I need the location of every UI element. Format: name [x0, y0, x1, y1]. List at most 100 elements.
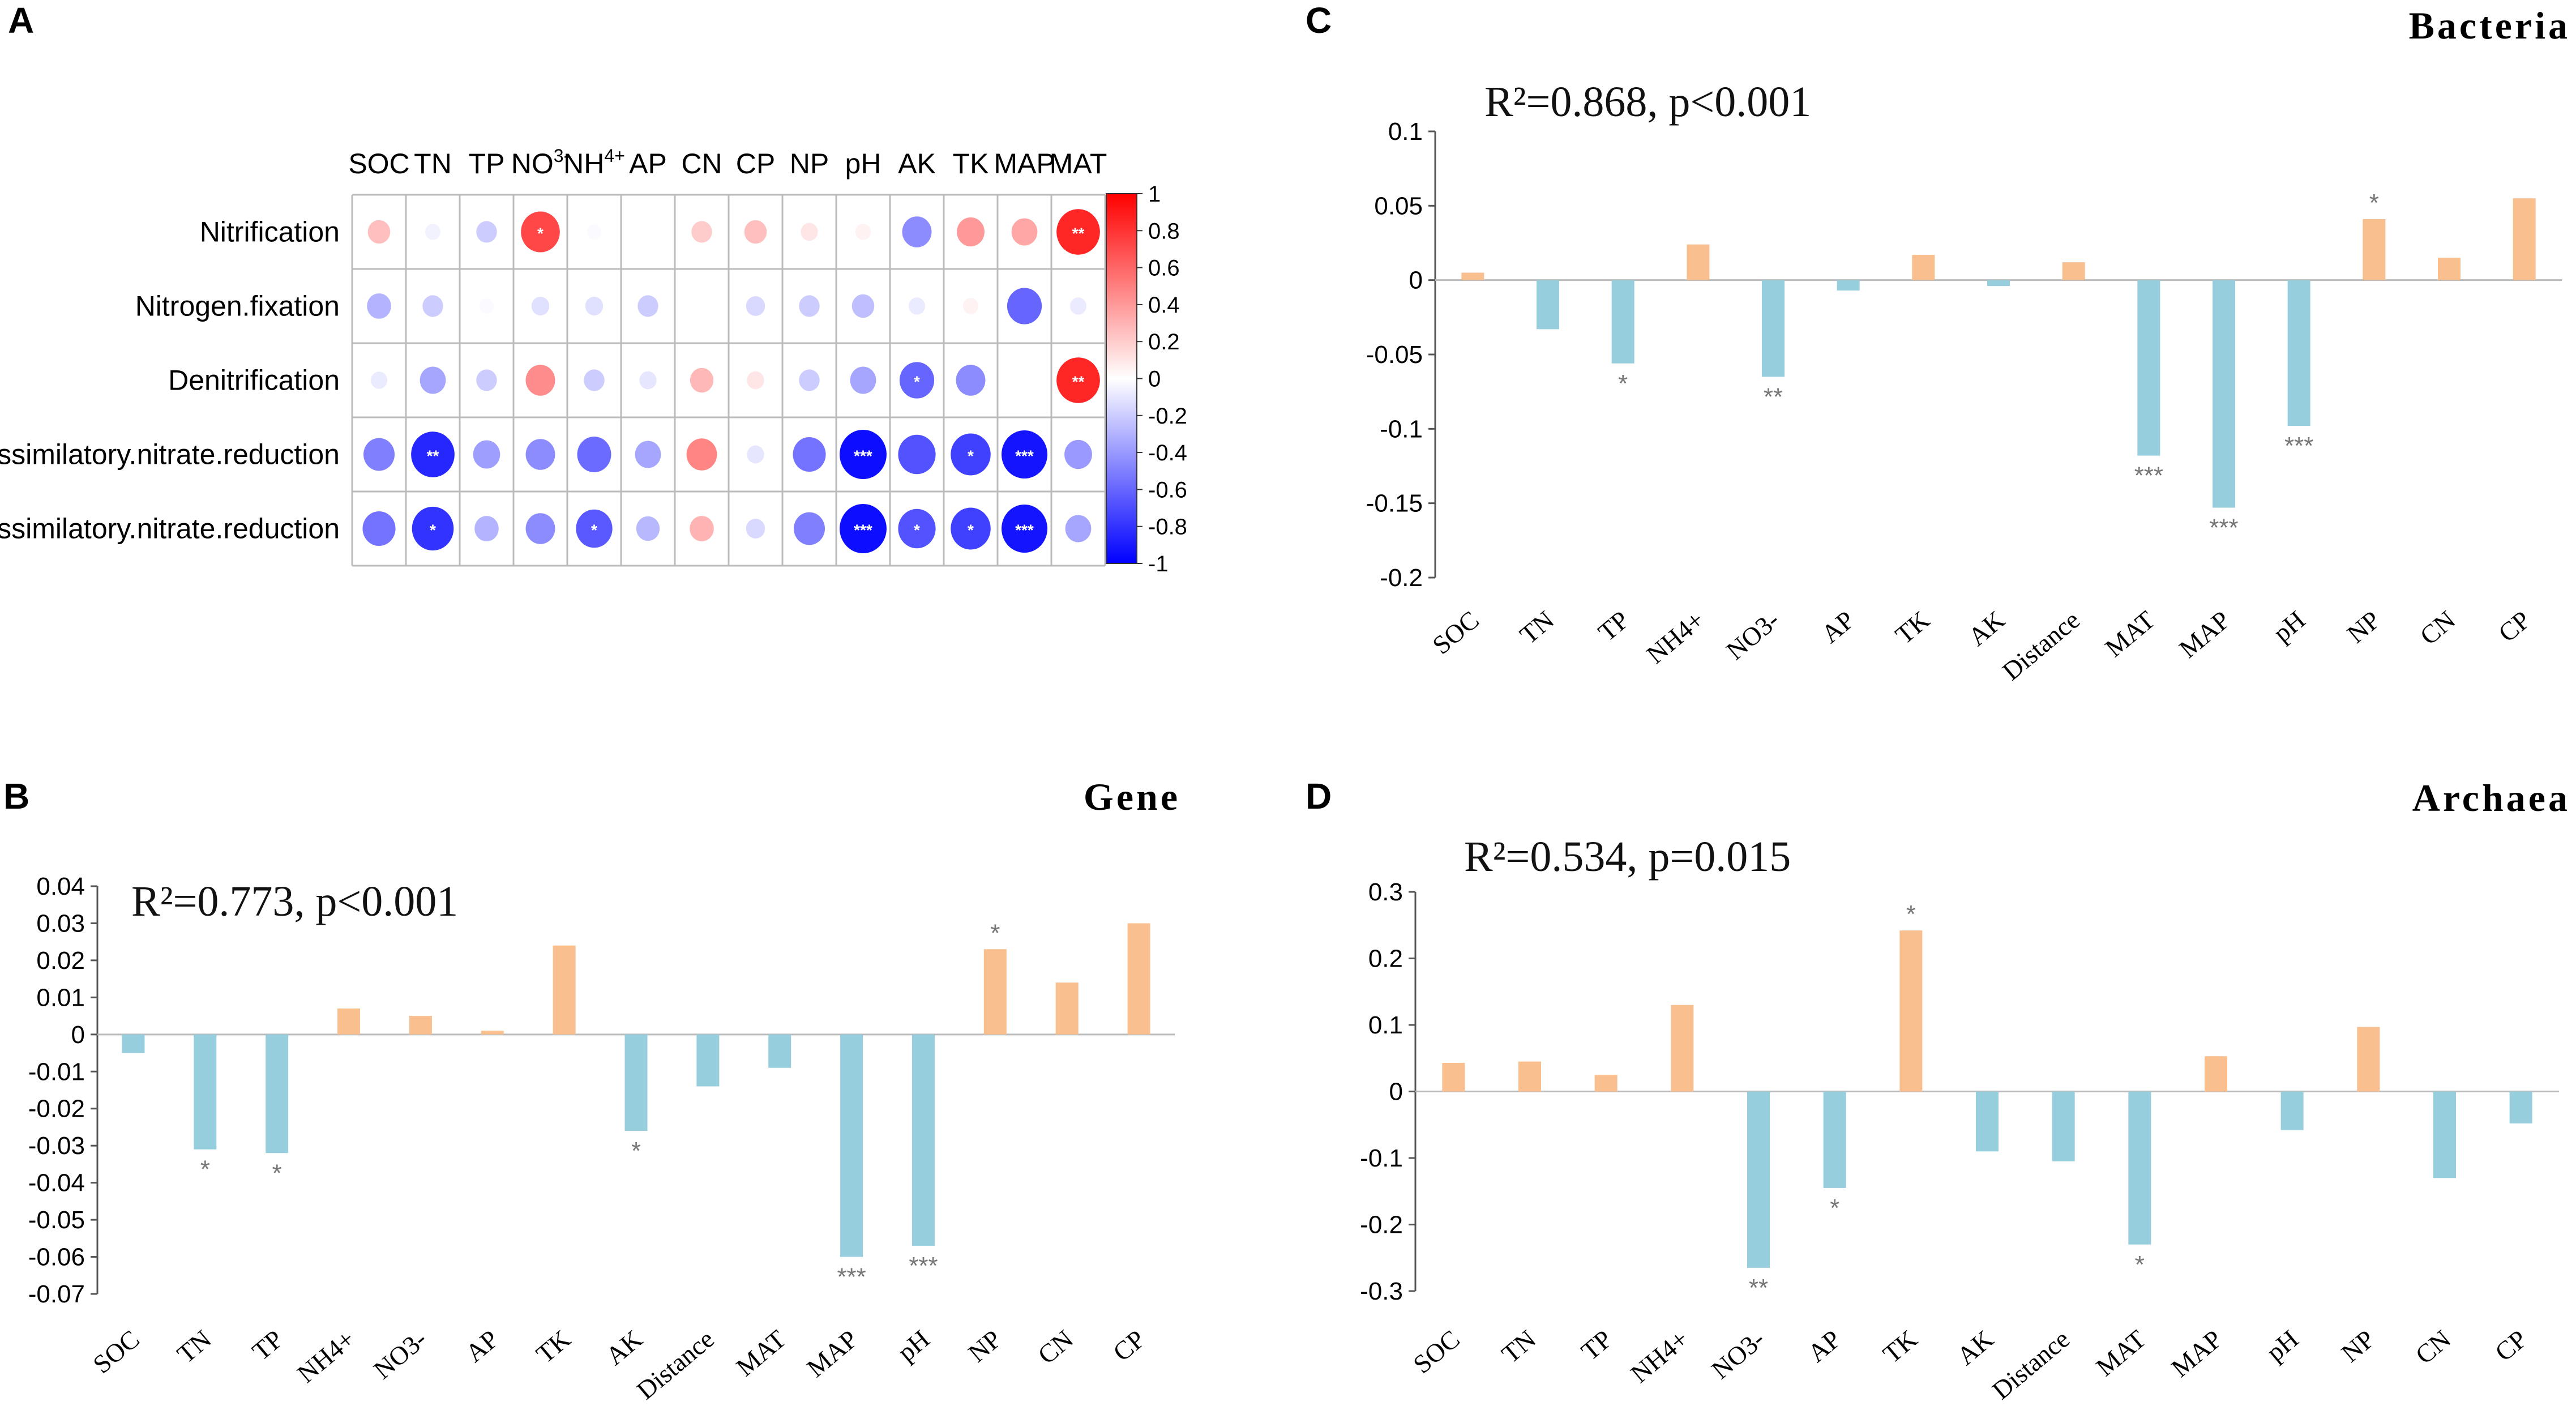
bar-tk: [553, 945, 576, 1035]
panel-letter-a: A: [8, 0, 34, 41]
heatmap-cell-assimilatory-nitrate-reduction-np: [793, 437, 826, 472]
heatmap-cell-dissimilatory-nitrate-reduction-no3: [525, 513, 555, 544]
heatmap-cell-nitrogen-fixation-tp: [479, 298, 494, 314]
x-label-nh4: NH4+: [1625, 1324, 1694, 1388]
x-label-mat: MAT: [2091, 1324, 2151, 1382]
y-tick-label: -0.02: [28, 1095, 85, 1123]
heatmap-cell-denitrification-ap: [639, 371, 657, 390]
bar-np: [2363, 219, 2386, 280]
heatmap-cell-nitrification-ph: [855, 224, 871, 240]
bar-ph: [2280, 1091, 2304, 1130]
heatmap-cell-nitrogen-fixation-ph: [851, 294, 875, 318]
heatmap-sig-label: *: [968, 522, 974, 539]
heatmap-cell-denitrification-mat: [1056, 357, 1100, 403]
sig-label-np: *: [990, 919, 1000, 947]
y-tick-label: 0.02: [36, 947, 85, 975]
bar-tp: [1594, 1075, 1618, 1092]
heatmap-cell-nitrogen-fixation-tn: [422, 295, 443, 317]
heatmap-col-label-no3: NO3-: [511, 146, 570, 180]
y-tick-label: -0.15: [1366, 490, 1423, 518]
y-tick-label: -0.04: [28, 1169, 85, 1197]
heatmap-cell-dissimilatory-nitrate-reduction-mat: [1065, 515, 1092, 542]
heatmap-cell-assimilatory-nitrate-reduction-mat: [1064, 439, 1092, 469]
sig-label-np: *: [2369, 189, 2379, 217]
sig-label-tp: *: [1618, 370, 1628, 398]
heatmap-cell-dissimilatory-nitrate-reduction-cn: [690, 516, 714, 541]
colorbar-tick-label: 0.2: [1148, 330, 1180, 354]
y-tick-label: 0.03: [36, 909, 85, 937]
fit-annotation-d: R²=0.534, p=0.015: [1464, 833, 1791, 881]
heatmap-cell-nitrification-map: [1011, 218, 1038, 246]
x-label-map: MAP: [801, 1324, 863, 1383]
heatmap-col-label-ap: AP: [629, 148, 667, 180]
heatmap-col-label-mat: MAT: [1050, 148, 1107, 180]
x-label-map: MAP: [2166, 1324, 2227, 1383]
bar-ph: [2287, 280, 2310, 426]
heatmap-cell-assimilatory-nitrate-reduction-nh4: [577, 437, 611, 472]
y-tick-label: 0.01: [36, 984, 85, 1011]
heatmap-sig-label: *: [968, 447, 974, 465]
panel-title-bacteria: Bacteria: [2409, 4, 2570, 47]
heatmap-sig-label: ***: [1015, 522, 1034, 539]
x-label-no3: NO3-: [1721, 605, 1785, 665]
sig-label-ak: *: [631, 1137, 641, 1165]
heatmap-sig-label: **: [427, 447, 439, 465]
x-label-np: NP: [2342, 605, 2386, 649]
heatmap-col-label-tp: TP: [469, 148, 505, 180]
heatmap-cell-dissimilatory-nitrate-reduction-ph: [840, 503, 887, 554]
bar-nh4: [1687, 244, 1710, 280]
y-tick-label: -0.03: [28, 1132, 85, 1160]
bar-ph: [912, 1034, 935, 1246]
bar-ak: [624, 1034, 648, 1131]
heatmap-cell-denitrification-cp: [747, 371, 764, 390]
x-label-ak: AK: [600, 1324, 648, 1371]
bar-tk: [1899, 930, 1923, 1092]
heatmap-sig-label: ***: [854, 447, 872, 465]
heatmap-col-label-ak: AK: [898, 148, 936, 180]
x-label-distance: Distance: [631, 1324, 720, 1405]
x-label-cn: CN: [2410, 1324, 2457, 1370]
heatmap-cell-nitrogen-fixation-ap: [637, 295, 658, 317]
sig-label-tk: *: [1906, 900, 1916, 928]
heatmap-col-label-ph: pH: [845, 148, 882, 180]
x-label-cn: CN: [2415, 605, 2461, 651]
heatmap-cell-assimilatory-nitrate-reduction-tp: [473, 440, 500, 469]
x-label-np: NP: [962, 1324, 1007, 1368]
heatmap-cell-assimilatory-nitrate-reduction-cn: [686, 438, 717, 471]
x-label-nh4: NH4+: [1641, 605, 1710, 669]
heatmap-cell-dissimilatory-nitrate-reduction-tp: [474, 516, 499, 541]
x-label-distance: Distance: [1987, 1324, 2075, 1405]
heatmap-cell-dissimilatory-nitrate-reduction-tk: [951, 507, 991, 550]
heatmap-cell-assimilatory-nitrate-reduction-map: [1001, 430, 1048, 479]
x-label-cn: CN: [1032, 1324, 1079, 1370]
heatmap-cell-dissimilatory-nitrate-reduction-ak: [898, 509, 936, 549]
bar-cp: [2513, 198, 2536, 280]
heatmap-cell-nitrification-no3: [521, 211, 560, 253]
heatmap-cell-dissimilatory-nitrate-reduction-map: [1001, 504, 1048, 553]
x-label-tk: TK: [530, 1324, 576, 1369]
x-label-ap: AP: [460, 1324, 504, 1368]
panel-b: B Gene R²=0.773, p<0.001 0.04 0.03 0.02 0.01 0 -…: [3, 775, 1178, 1405]
x-label-tp: TP: [1576, 1324, 1618, 1366]
bar-np: [983, 949, 1007, 1035]
heatmap-cell-denitrification-tp: [476, 369, 497, 391]
heatmap-cell-denitrification-cn: [690, 368, 714, 393]
colorbar-tick-label: 0: [1148, 367, 1161, 392]
x-label-soc: SOC: [88, 1324, 145, 1379]
y-tick-label: -0.2: [1380, 564, 1423, 592]
heatmap-col-label-tk: TK: [953, 148, 989, 180]
colorbar-tick-label: -0.8: [1148, 515, 1187, 540]
heatmap-cell-nitrogen-fixation-ak: [908, 297, 926, 315]
bar-no3: [1747, 1091, 1770, 1268]
heatmap-col-label-cn: CN: [681, 148, 722, 180]
heatmap-cell-assimilatory-nitrate-reduction-tn: [411, 431, 455, 477]
bar-tn: [1537, 280, 1559, 330]
y-tick-label: -0.05: [28, 1206, 85, 1234]
y-tick-label: -0.06: [28, 1244, 85, 1271]
x-label-ph: pH: [2267, 605, 2310, 648]
heatmap-cell-nitrification-tn: [425, 224, 441, 240]
heatmap-cell-denitrification-ph: [850, 366, 876, 394]
sig-label-map: ***: [2209, 514, 2238, 542]
